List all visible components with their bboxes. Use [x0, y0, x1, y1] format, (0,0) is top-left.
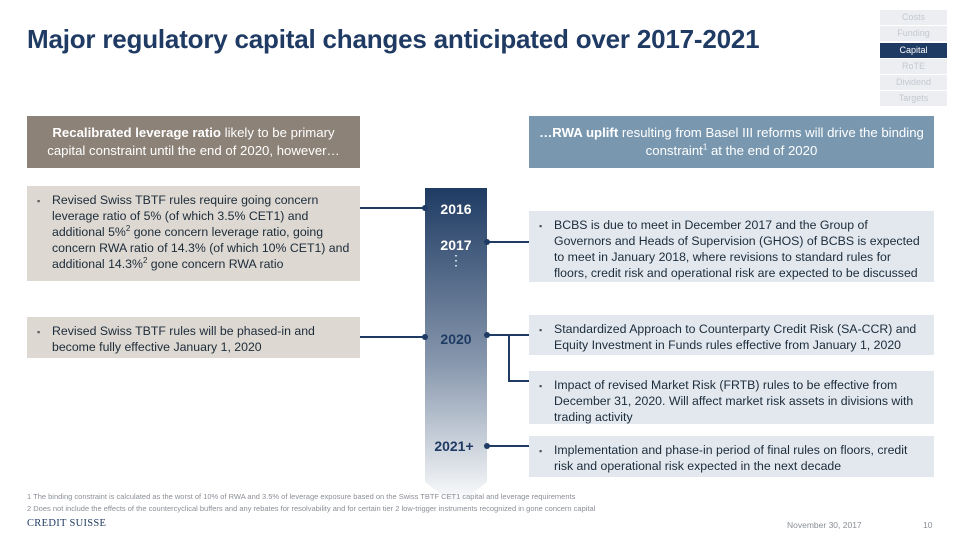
section-nav: Costs Funding Capital RoTE Dividend Targ…	[880, 10, 947, 108]
header-right-prefix: …	[539, 125, 553, 140]
connector-2020-frtb	[508, 335, 529, 382]
nav-item-capital[interactable]: Capital	[880, 42, 947, 58]
bullet-icon: ▪	[539, 221, 543, 231]
bullet-icon: ▪	[539, 381, 543, 391]
nav-item-costs[interactable]: Costs	[880, 10, 947, 25]
right-box-3-text: Impact of revised Market Risk (FRTB) rul…	[554, 378, 914, 424]
bullet-icon: ▪	[539, 446, 543, 456]
nav-item-dividend[interactable]: Dividend	[880, 75, 947, 91]
right-box-bcbs: ▪ BCBS is due to meet in December 2017 a…	[529, 211, 934, 282]
timeline-ellipsis: ⋮	[449, 252, 463, 268]
page-number: 10	[923, 520, 933, 530]
year-2021-plus: 2021+	[434, 438, 474, 454]
footnote-2: 2 Does not include the effects of the co…	[27, 504, 596, 513]
page-title: Major regulatory capital changes anticip…	[27, 24, 760, 54]
left-box-tbtf-requirements: ▪ Revised Swiss TBTF rules require going…	[27, 186, 360, 281]
right-box-floors: ▪ Implementation and phase-in period of …	[529, 436, 934, 477]
left-box-2-text: Revised Swiss TBTF rules will be phased-…	[52, 324, 315, 354]
left-box-phase-in: ▪ Revised Swiss TBTF rules will be phase…	[27, 317, 360, 358]
left-box-1-part-1: Revised Swiss TBTF rules require going c…	[52, 193, 319, 239]
right-box-1-text: BCBS is due to meet in December 2017 and…	[554, 218, 920, 280]
left-box-1-part-3: gone concern RWA ratio	[147, 257, 284, 271]
header-leverage-ratio: Recalibrated leverage ratio likely to be…	[27, 116, 360, 168]
footnote-ref-2: 2	[125, 223, 131, 233]
header-rwa-uplift: …RWA uplift resulting from Basel III ref…	[529, 116, 934, 168]
right-box-sa-ccr: ▪ Standardized Approach to Counterparty …	[529, 315, 934, 355]
timeline-dot-2021	[484, 443, 490, 449]
nav-item-funding[interactable]: Funding	[880, 26, 947, 42]
right-box-frtb: ▪ Impact of revised Market Risk (FRTB) r…	[529, 371, 934, 424]
header-left-bold: Recalibrated leverage ratio	[52, 125, 221, 140]
left-box-1-part-2: gone concern leverage ratio, going conce…	[52, 225, 350, 271]
bullet-icon: ▪	[37, 327, 41, 337]
timeline-arrow	[425, 188, 487, 506]
nav-item-targets[interactable]: Targets	[880, 91, 947, 107]
header-right-bold: RWA uplift	[552, 125, 619, 140]
year-2020: 2020	[440, 331, 472, 347]
header-left-text: Recalibrated leverage ratio likely to be…	[37, 124, 350, 160]
year-2016: 2016	[440, 201, 472, 217]
header-left-rest: likely to be primary capital constraint …	[47, 125, 340, 158]
presentation-date: November 30, 2017	[787, 520, 862, 530]
year-2017: 2017	[440, 237, 472, 253]
credit-suisse-logo: CREDIT SUISSE	[27, 518, 107, 529]
bullet-icon: ▪	[539, 325, 543, 335]
right-box-4-text: Implementation and phase-in period of fi…	[554, 443, 908, 473]
header-right-rest-1: resulting from Basel III reforms will dr…	[618, 125, 924, 158]
footnote-1: 1 The binding constraint is calculated a…	[27, 492, 576, 501]
header-right-text: …RWA uplift resulting from Basel III ref…	[539, 124, 924, 160]
left-box-1-text: Revised Swiss TBTF rules require going c…	[52, 192, 350, 272]
nav-item-rote[interactable]: RoTE	[880, 58, 947, 74]
bullet-icon: ▪	[37, 196, 41, 206]
right-box-2-text: Standardized Approach to Counterparty Cr…	[554, 322, 917, 352]
header-right-rest-2: at the end of 2020	[707, 143, 818, 158]
footnote-ref-2b: 2	[142, 255, 148, 265]
footnote-ref-1: 1	[702, 142, 708, 152]
